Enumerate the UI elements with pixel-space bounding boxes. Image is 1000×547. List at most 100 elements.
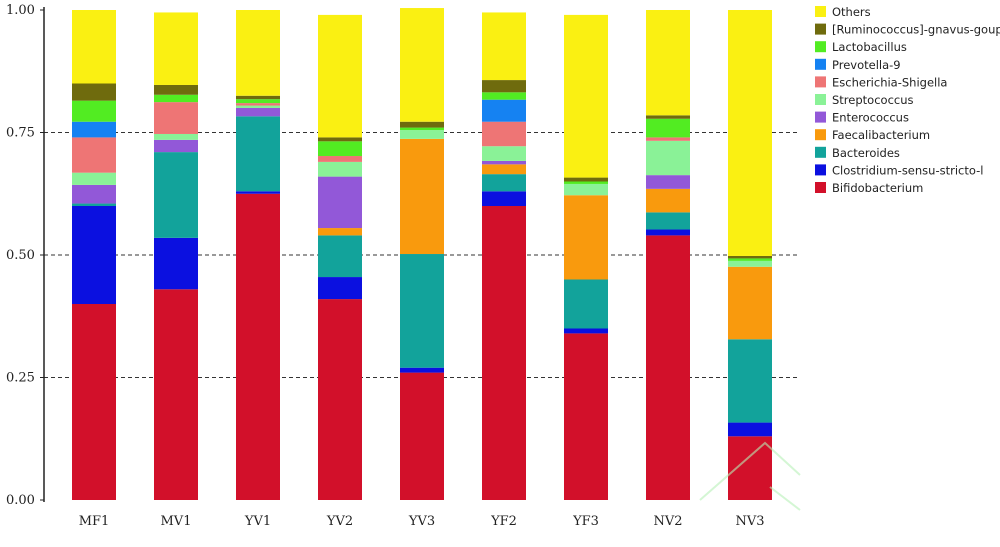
bar-segment-nv3-3 — [728, 266, 772, 340]
bar-segment-yf3-9 — [564, 177, 608, 182]
legend-swatch — [815, 6, 826, 17]
bar-segment-yv2-4 — [318, 176, 362, 229]
bar-segment-nv3-1 — [728, 422, 772, 437]
bar-segment-yv2-8 — [318, 141, 362, 157]
legend-label: Escherichia-Shigella — [832, 75, 947, 89]
bar-segment-mf1-10 — [72, 10, 116, 84]
bar-segment-nv3-0 — [728, 436, 772, 500]
bar-segment-mf1-0 — [72, 304, 116, 500]
x-tick-label: YV2 — [326, 514, 353, 529]
bar-segment-yf3-10 — [564, 14, 608, 178]
legend-label: Bacteroides — [832, 146, 900, 160]
y-tick-label: 0.50 — [6, 248, 35, 263]
legend-swatch — [815, 129, 826, 141]
bar-segment-yf2-7 — [482, 99, 526, 122]
bar-segment-yv1-8 — [236, 99, 280, 104]
bar-segment-mf1-6 — [72, 137, 116, 173]
y-tick-label: 1.00 — [6, 3, 35, 18]
bar-segment-nv2-10 — [646, 10, 690, 116]
legend-swatch — [815, 94, 826, 105]
bar-segment-yv3-9 — [400, 121, 444, 128]
bar-segment-nv3-5 — [728, 260, 772, 267]
bar-segment-nv3-2 — [728, 339, 772, 423]
bar-segment-yf3-2 — [564, 279, 608, 329]
bar-segment-mv1-5 — [154, 133, 198, 140]
bar-segment-mf1-1 — [72, 206, 116, 304]
x-tick-label: MV1 — [161, 514, 192, 529]
bar-segment-mf1-4 — [72, 184, 116, 204]
bar-segment-yv3-3 — [400, 138, 444, 255]
bar-segment-yv2-6 — [318, 156, 362, 162]
bar-segment-yf2-1 — [482, 191, 526, 206]
bar-segment-mv1-9 — [154, 84, 198, 95]
bar-segment-yf2-0 — [482, 206, 526, 500]
bar-segment-yv1-9 — [236, 95, 280, 100]
legend-label: Others — [832, 5, 871, 19]
legend-label: Faecalibacterium — [832, 128, 930, 142]
bar-segment-yf2-6 — [482, 121, 526, 147]
bar-segment-nv2-2 — [646, 212, 690, 230]
bar-segment-mv1-1 — [154, 237, 198, 290]
bar-segment-nv3-9 — [728, 255, 772, 259]
bar-segment-yf3-1 — [564, 328, 608, 334]
bar-segment-mv1-10 — [154, 12, 198, 85]
bar-segment-mv1-2 — [154, 152, 198, 238]
bar-segment-mf1-5 — [72, 172, 116, 185]
bar-segment-yv3-8 — [400, 127, 444, 131]
legend-label: Bifidobacterium — [832, 181, 923, 195]
bar-segment-yv2-2 — [318, 235, 362, 278]
legend-swatch — [815, 58, 826, 70]
bar-segment-yv2-3 — [318, 228, 362, 236]
bar-segment-nv2-5 — [646, 140, 690, 176]
bar-segment-nv2-8 — [646, 118, 690, 138]
y-tick-label: 0.75 — [6, 126, 35, 141]
bar-segment-yv1-0 — [236, 193, 280, 500]
bar-segment-yf3-5 — [564, 183, 608, 196]
bar-segment-yf2-5 — [482, 146, 526, 161]
bar-segment-yv3-1 — [400, 367, 444, 373]
bar-segment-mv1-0 — [154, 289, 198, 500]
legend-swatch — [815, 23, 826, 35]
legend-swatch — [815, 146, 826, 158]
bar-segment-yv3-5 — [400, 130, 444, 139]
axes: MF1 MV1 YV1 YV2 YV3 YF2 YF3 NV2 NV3 0.00 0.25 0.50 0… — [6, 3, 765, 529]
bar-segment-nv2-9 — [646, 115, 690, 119]
bars — [72, 8, 772, 500]
bar-segment-yv1-2 — [236, 116, 280, 192]
bar-segment-nv3-10 — [728, 10, 772, 256]
bar-segment-mf1-9 — [72, 83, 116, 101]
bar-segment-yv2-0 — [318, 299, 362, 500]
x-tick-label: MF1 — [79, 514, 110, 529]
bar-segment-yv3-2 — [400, 254, 444, 368]
bar-segment-yf3-3 — [564, 195, 608, 280]
bar-segment-yf3-8 — [564, 181, 608, 184]
bar-segment-yv1-6 — [236, 103, 280, 106]
x-tick-label: YV3 — [408, 514, 435, 529]
bar-segment-yv2-5 — [318, 161, 362, 177]
bar-segment-mf1-8 — [72, 100, 116, 122]
bar-segment-nv3-8 — [728, 258, 772, 261]
legend-label: Enterococcus — [832, 111, 909, 125]
x-tick-label: NV3 — [735, 514, 764, 529]
bar-segment-yf2-9 — [482, 80, 526, 93]
legend-swatch — [815, 41, 826, 53]
bar-segment-yv3-0 — [400, 372, 444, 500]
y-tick-label: 0.25 — [6, 371, 35, 386]
bar-segment-yv1-10 — [236, 10, 280, 96]
legend-swatch — [815, 76, 826, 88]
watermark-chevron-icon — [699, 441, 801, 511]
bar-segment-yv3-10 — [400, 8, 444, 122]
legend-label: Lactobacillus — [832, 40, 907, 54]
bar-segment-yf2-2 — [482, 174, 526, 192]
bar-segment-nv2-0 — [646, 235, 690, 500]
bar-segment-yf2-10 — [482, 12, 526, 81]
legend-swatch — [815, 164, 826, 176]
bar-segment-yv1-1 — [236, 191, 280, 194]
bar-segment-nv2-3 — [646, 188, 690, 213]
legend-label: [Ruminococcus]-gnavus-goup — [832, 23, 1000, 37]
bar-segment-nv2-1 — [646, 229, 690, 236]
bar-segment-mf1-2 — [72, 203, 116, 206]
legend-swatch — [815, 111, 826, 123]
bar-segment-nv2-6 — [646, 137, 690, 141]
